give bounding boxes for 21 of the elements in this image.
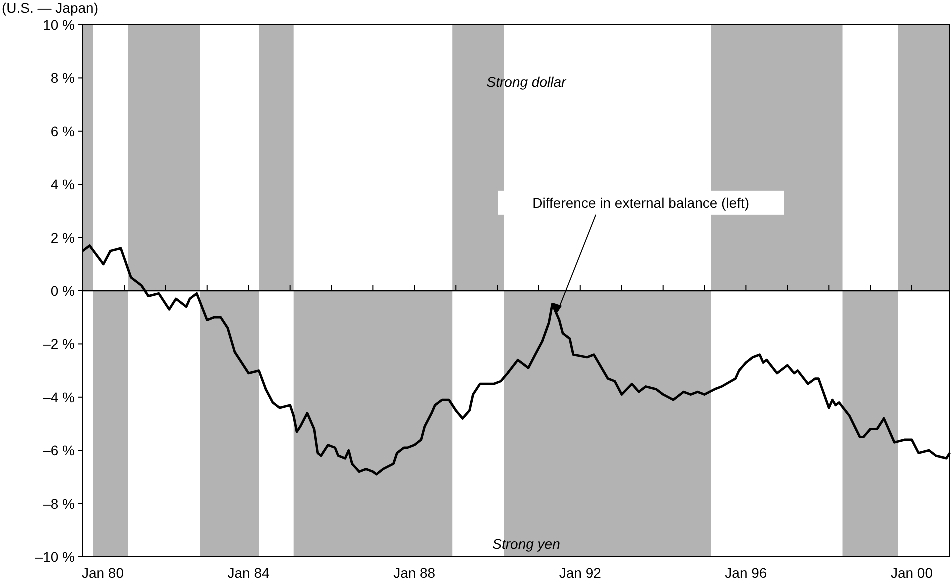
y-tick-label: 6 % [50,123,75,140]
y-tick-label: –10 % [35,549,75,565]
y-axis-title: (U.S. — Japan) [2,0,98,16]
x-tick-label: Jan 88 [394,565,436,580]
annotation: Strong dollar [486,74,568,90]
x-tick-label: Jan 92 [559,565,602,580]
y-tick-label: 4 % [50,176,75,193]
x-tick-label: Jan 00 [890,565,934,580]
y-tick-label: –4 % [43,389,75,406]
y-tick-label: 2 % [50,230,75,246]
y-tick-label: –6 % [43,442,75,459]
y-tick-label: –2 % [43,336,75,352]
y-tick-label: –8 % [43,496,75,512]
annotation: Difference in external balance (left) [532,194,750,211]
x-tick-label: Jan 96 [725,565,768,580]
annotation: Strong yen [492,536,561,552]
x-tick-label: Jan 80 [82,565,124,580]
y-tick-label: 8 % [50,70,75,86]
y-tick-label: 0 % [50,283,75,299]
y-tick-label: 10 % [43,17,75,33]
x-tick-label: Jan 84 [228,565,270,580]
